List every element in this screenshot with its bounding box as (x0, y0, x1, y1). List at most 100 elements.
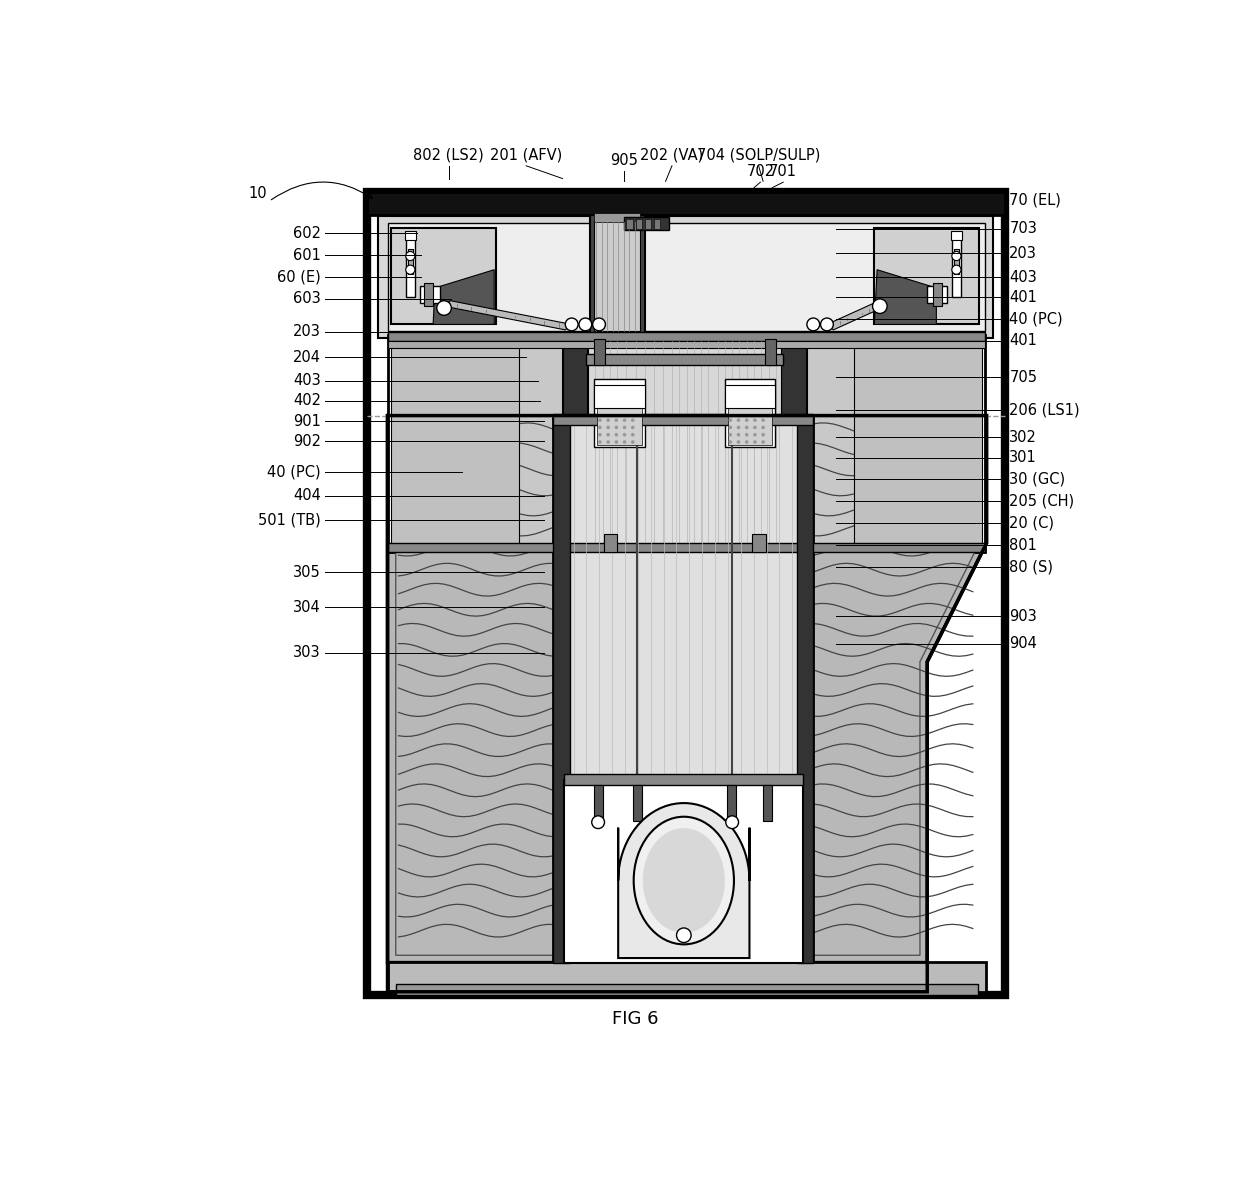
Bar (590, 215, 645, 339)
Circle shape (745, 440, 749, 444)
Text: 30 (GC): 30 (GC) (1009, 472, 1065, 487)
Circle shape (591, 816, 605, 829)
Circle shape (436, 301, 451, 315)
Bar (564, 774, 804, 785)
Bar (594, 386, 645, 408)
Bar (653, 219, 660, 229)
Circle shape (737, 418, 740, 422)
Polygon shape (433, 270, 495, 324)
Text: 901: 901 (293, 413, 321, 429)
Text: 601: 601 (293, 247, 321, 263)
Circle shape (598, 418, 601, 422)
Ellipse shape (634, 817, 734, 945)
Bar (728, 408, 773, 445)
Circle shape (737, 433, 740, 437)
Bar (391, 227, 496, 324)
Circle shape (405, 265, 415, 275)
Bar (388, 224, 985, 330)
Circle shape (615, 425, 619, 430)
Polygon shape (396, 420, 978, 955)
Bar (854, 339, 982, 548)
Bar (725, 379, 775, 448)
Text: 703: 703 (1009, 221, 1037, 236)
Circle shape (615, 440, 619, 444)
Bar (553, 416, 570, 963)
Bar (632, 785, 642, 822)
Circle shape (753, 425, 756, 430)
Bar (626, 219, 632, 229)
Text: 602: 602 (293, 226, 321, 240)
Polygon shape (388, 416, 987, 963)
Text: 206 (LS1): 206 (LS1) (1009, 403, 1080, 418)
Bar (388, 335, 985, 552)
Bar (388, 332, 985, 341)
Text: 402: 402 (293, 393, 321, 408)
Circle shape (598, 425, 601, 430)
Text: 905: 905 (610, 153, 637, 168)
Bar (408, 249, 413, 275)
Polygon shape (444, 301, 572, 330)
Polygon shape (619, 803, 749, 958)
Bar (388, 543, 985, 552)
Text: 603: 603 (293, 291, 321, 307)
Text: 40 (PC): 40 (PC) (268, 464, 321, 480)
Text: 701: 701 (769, 163, 797, 179)
Circle shape (821, 318, 833, 330)
Bar (388, 961, 987, 992)
Text: 403: 403 (1009, 270, 1037, 284)
Circle shape (593, 318, 605, 330)
Circle shape (952, 251, 961, 260)
Bar (636, 219, 642, 229)
Circle shape (579, 318, 591, 330)
Bar (594, 219, 640, 330)
Bar (553, 413, 813, 425)
Text: 70 (EL): 70 (EL) (1009, 193, 1061, 208)
Circle shape (606, 433, 610, 437)
Circle shape (753, 418, 756, 422)
Bar (727, 785, 735, 822)
Text: 704 (SOLP/SULP): 704 (SOLP/SULP) (697, 147, 821, 162)
Bar (928, 287, 947, 303)
Text: 20 (C): 20 (C) (1009, 516, 1054, 530)
Bar (725, 386, 775, 408)
Text: 204: 204 (293, 349, 321, 365)
Bar (763, 785, 773, 822)
Text: 902: 902 (293, 433, 321, 449)
Bar (391, 339, 982, 548)
Text: 40 (PC): 40 (PC) (1009, 311, 1063, 327)
Circle shape (728, 418, 732, 422)
Bar (765, 339, 776, 365)
Text: 302: 302 (1009, 430, 1037, 445)
Circle shape (606, 418, 610, 422)
Text: FIG 6: FIG 6 (613, 1010, 658, 1028)
Circle shape (745, 433, 749, 437)
Bar (378, 215, 993, 339)
Bar (420, 287, 440, 303)
Circle shape (753, 440, 756, 444)
Bar (396, 984, 978, 995)
Bar (594, 785, 603, 822)
Text: 303: 303 (294, 645, 321, 661)
Text: 301: 301 (1009, 450, 1037, 465)
Text: 401: 401 (1009, 334, 1037, 348)
Text: 404: 404 (293, 488, 321, 503)
Circle shape (745, 418, 749, 422)
Circle shape (565, 318, 578, 330)
Circle shape (615, 433, 619, 437)
Text: 501 (TB): 501 (TB) (258, 511, 321, 527)
Text: 201 (AFV): 201 (AFV) (490, 147, 562, 162)
Bar (645, 219, 651, 229)
Bar (594, 339, 605, 365)
Bar (598, 408, 642, 445)
Circle shape (677, 928, 691, 942)
Text: 305: 305 (293, 565, 321, 580)
Text: 202 (VA): 202 (VA) (640, 147, 703, 162)
Circle shape (728, 425, 732, 430)
Circle shape (761, 433, 765, 437)
Text: 60 (E): 60 (E) (278, 270, 321, 284)
Circle shape (725, 816, 739, 829)
Bar (391, 339, 518, 548)
Bar (954, 249, 960, 275)
Bar (553, 416, 813, 963)
Bar (563, 339, 588, 552)
